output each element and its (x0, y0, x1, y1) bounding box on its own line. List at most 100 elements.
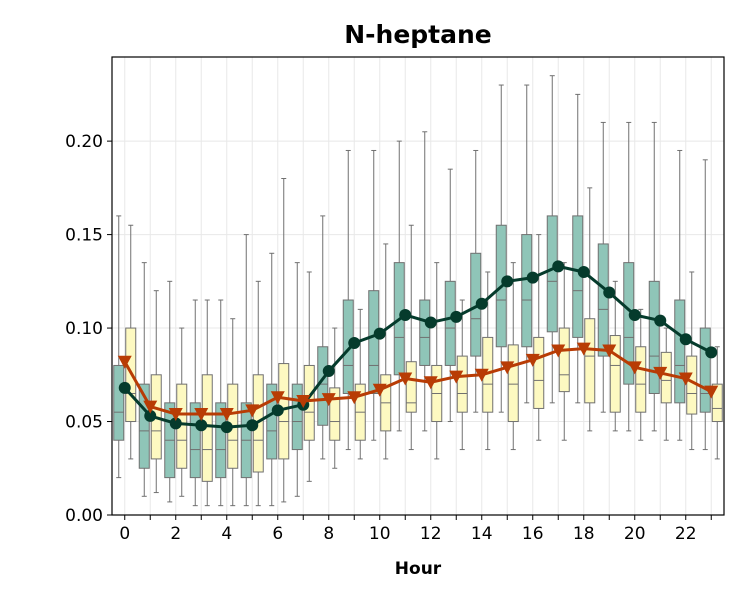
x-tick-label: 2 (170, 524, 181, 544)
box-plot-s1-h4 (215, 299, 227, 507)
mean-point-s2-h14 (474, 368, 489, 382)
mean-point-s1-h22 (679, 333, 692, 346)
box-plot-s1-h21 (648, 121, 660, 432)
mean-point-s2-h0 (117, 355, 132, 369)
mean-point-s2-h18 (576, 342, 591, 356)
box-iqr (266, 383, 278, 460)
box-plot-s1-h19 (597, 121, 609, 413)
mean-point-s2-h8 (321, 393, 336, 407)
box-plot-s1-h6 (266, 252, 278, 507)
mean-point-s1-h1 (144, 409, 157, 422)
x-tick-label: 12 (420, 524, 442, 544)
box-iqr (699, 327, 711, 413)
mean-point-s1-h4 (220, 421, 233, 434)
box-plot-s2-h12 (431, 262, 443, 460)
mean-point-s1-h23 (705, 346, 718, 359)
mean-point-s1-h8 (322, 365, 335, 378)
box-plot-s2-h19 (609, 280, 621, 432)
box-iqr (623, 262, 635, 385)
mean-point-s1-h0 (118, 381, 131, 394)
box-plot-s2-h11 (405, 224, 417, 451)
mean-point-s2-h1 (143, 400, 158, 414)
mean-point-s2-h15 (500, 361, 515, 375)
mean-point-s2-h21 (653, 366, 668, 380)
box-iqr (521, 234, 533, 348)
mean-point-s2-h13 (449, 370, 464, 384)
mean-point-s1-h16 (526, 271, 539, 284)
box-iqr (507, 344, 519, 423)
mean-point-s2-h16 (525, 353, 540, 367)
mean-point-s2-h7 (296, 394, 311, 408)
mean-point-s1-h13 (450, 310, 463, 323)
x-tick-label: 8 (323, 524, 334, 544)
x-tick-label: 10 (369, 524, 391, 544)
mean-point-s2-h9 (347, 391, 362, 405)
mean-point-s2-h22 (678, 372, 693, 386)
mean-point-s1-h15 (501, 275, 514, 288)
box-iqr (648, 280, 660, 394)
mean-point-s2-h17 (551, 344, 566, 358)
box-iqr (291, 383, 303, 451)
x-tick-label: 18 (573, 524, 595, 544)
mean-point-s2-h19 (602, 344, 617, 358)
mean-point-s1-h18 (577, 265, 590, 278)
x-axis-label: Hour (395, 559, 442, 579)
box-iqr (711, 383, 723, 423)
box-iqr (419, 299, 431, 366)
box-iqr (113, 364, 125, 441)
mean-point-s2-h3 (194, 408, 209, 422)
box-plot-s1-h3 (189, 299, 201, 507)
box-iqr (215, 402, 227, 479)
box-plot-s2-h8 (329, 327, 341, 469)
mean-point-s2-h4 (219, 408, 234, 422)
box-iqr (329, 387, 341, 441)
box-plot-s1-h13 (444, 168, 456, 423)
box-iqr (660, 351, 672, 404)
y-tick-label: 0.15 (65, 226, 103, 246)
box-plot-s1-h16 (521, 84, 533, 404)
x-tick-label: 22 (675, 524, 697, 544)
mean-point-s1-h11 (399, 308, 412, 321)
x-tick-label: 20 (624, 524, 646, 544)
x-tick-label: 0 (119, 524, 130, 544)
box-plot-s2-h13 (456, 299, 468, 451)
box-plot-s1-h23 (699, 159, 711, 451)
box-plot-s2-h17 (558, 262, 570, 441)
mean-point-s2-h12 (423, 376, 438, 390)
y-tick-label: 0.00 (65, 506, 103, 526)
box-iqr (405, 361, 417, 413)
box-plot-s2-h23 (711, 346, 723, 460)
x-tick-label: 16 (522, 524, 544, 544)
mean-point-s2-h10 (372, 383, 387, 397)
box-plot-s1-h20 (623, 121, 635, 432)
box-plot-s1-h10 (368, 149, 380, 441)
mean-point-s1-h17 (552, 260, 565, 273)
box-plot-s2-h15 (507, 262, 519, 451)
chart-title: N-heptane (344, 20, 492, 49)
box-plot-s1-h14 (470, 149, 482, 413)
box-iqr (674, 299, 686, 404)
box-iqr (609, 335, 621, 413)
mean-point-s1-h19 (603, 286, 616, 299)
mean-point-s1-h5 (246, 419, 259, 432)
y-tick-label: 0.05 (65, 413, 103, 433)
mean-line-series-2 (123, 347, 712, 416)
mean-point-s2-h20 (627, 361, 642, 375)
mean-lines (117, 260, 719, 434)
box-plot-s1-h17 (546, 75, 558, 404)
x-tick-label: 4 (221, 524, 232, 544)
mean-point-s2-h23 (704, 385, 719, 399)
box-iqr (456, 355, 468, 413)
mean-point-s2-h6 (270, 391, 285, 405)
box-plot-s1-h1 (138, 262, 150, 497)
box-iqr (368, 290, 380, 394)
box-iqr (138, 383, 150, 469)
box-plot-s2-h9 (354, 308, 366, 460)
box-plot-s2-h16 (533, 234, 545, 441)
box-iqr (189, 402, 201, 479)
plot-frame (111, 56, 725, 516)
x-tick-label: 14 (471, 524, 493, 544)
mean-point-s1-h20 (628, 308, 641, 321)
mean-point-s2-h5 (245, 404, 260, 418)
